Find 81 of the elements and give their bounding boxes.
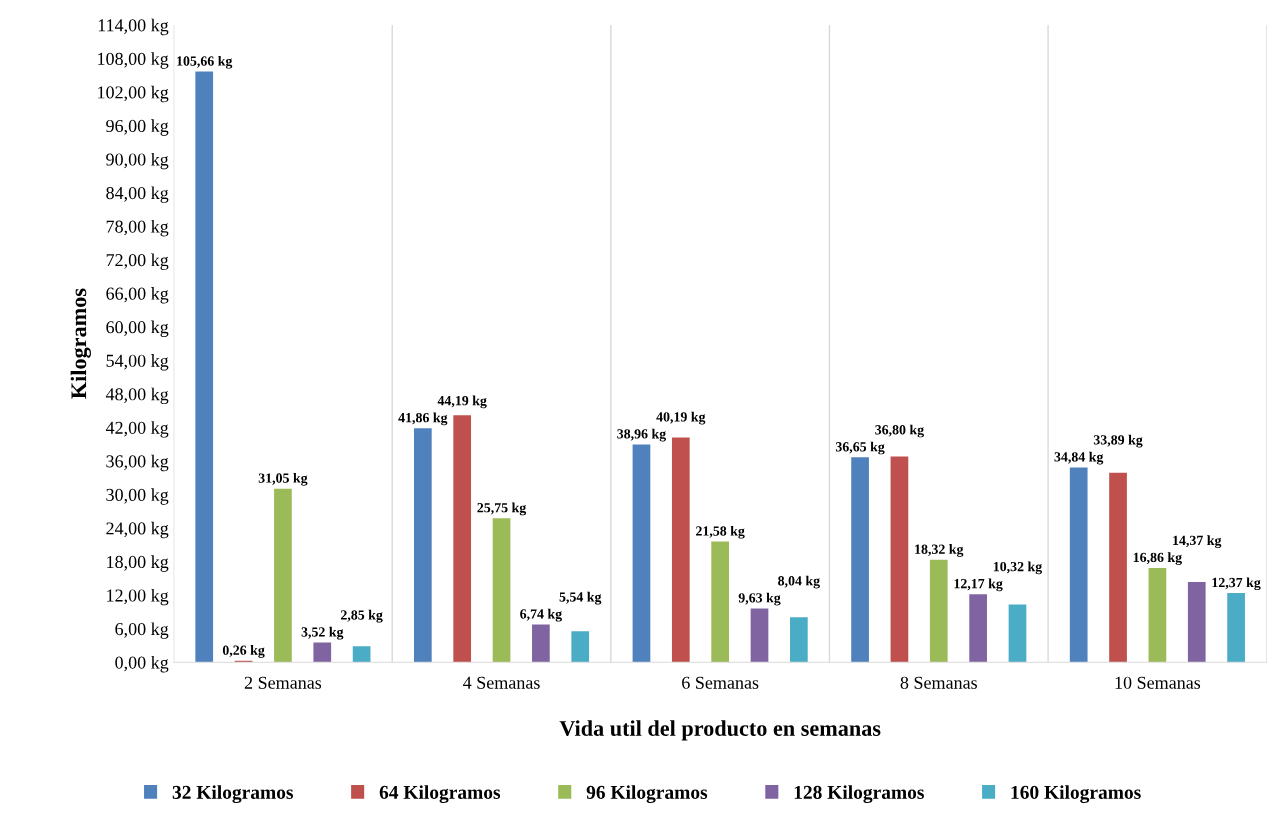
x-tick-label: 6 Semanas	[682, 676, 759, 689]
y-tick-label: 90,00 kg	[106, 152, 169, 170]
y-tick-label: 42,00 kg	[105, 421, 169, 438]
y-tick-label: 108,00 kg	[98, 52, 169, 69]
bar	[969, 594, 987, 663]
y-tick-label: 0,00 kg	[115, 655, 169, 673]
bar	[195, 71, 214, 663]
data-label: 36,80 kg	[875, 424, 924, 438]
y-tick-label: 66,00 kg	[106, 287, 169, 304]
data-label: 12,17 kg	[954, 578, 1003, 592]
data-label: 8,04 kg	[778, 575, 820, 589]
data-label: 38,96 kg	[617, 428, 667, 442]
bar	[890, 456, 909, 663]
data-label: 41,86 kg	[398, 412, 448, 426]
data-label: 12,37 kg	[1212, 577, 1261, 591]
y-tick-label: 114,00 kg	[98, 18, 169, 36]
x-tick-label: 8 Semanas	[900, 676, 977, 689]
x-tick-label: 10 Semanas	[1115, 676, 1201, 689]
bar	[532, 624, 550, 663]
bar	[571, 631, 590, 663]
data-label: 9,63 kg	[738, 592, 781, 606]
data-label: 44,19 kg	[437, 395, 487, 409]
legend-label: 128 Kilogramos	[794, 785, 924, 803]
bar	[1148, 567, 1167, 663]
y-axis-title: Kilogramos	[70, 288, 91, 399]
y-tick-label: 6,00 kg	[115, 622, 169, 639]
y-tick-label: 36,00 kg	[106, 454, 169, 472]
y-tick-label: 24,00 kg	[106, 521, 169, 539]
data-label: 105,66 kg	[177, 55, 233, 69]
data-label: 5,54 kg	[559, 591, 602, 605]
data-label: 14,37 kg	[1173, 535, 1222, 548]
data-label: 6,74 kg	[520, 608, 562, 622]
data-label: 10,32 kg	[993, 561, 1043, 575]
legend-label: 64 Kilogramos	[379, 785, 501, 803]
data-label: 40,19 kg	[656, 411, 706, 425]
data-label: 21,58 kg	[696, 525, 745, 539]
bar	[453, 415, 472, 663]
bar	[790, 617, 808, 663]
legend-label: 96 Kilogramos	[586, 785, 708, 803]
data-label: 2,85 kg	[340, 609, 383, 623]
data-label: 34,84 kg	[1054, 451, 1104, 465]
data-label: 25,75 kg	[477, 502, 527, 516]
bar	[671, 437, 690, 663]
data-label: 36,65 kg	[835, 441, 885, 455]
y-tick-label: 48,00 kg	[105, 387, 169, 405]
y-tick-label: 54,00 kg	[106, 354, 169, 371]
y-tick-label: 102,00 kg	[98, 85, 169, 103]
y-tick-label: 84,00 kg	[106, 186, 169, 203]
legend-label: 160 Kilogramos	[1011, 785, 1141, 803]
bar	[352, 646, 371, 663]
data-label: 16,86 kg	[1133, 552, 1182, 565]
y-tick-label: 96,00 kg	[106, 119, 169, 136]
y-tick-label: 78,00 kg	[106, 219, 169, 237]
x-axis-title: Vida util del producto en semanas	[559, 720, 881, 741]
y-tick-label: 60,00 kg	[106, 320, 169, 337]
y-tick-label: 12,00 kg	[107, 588, 169, 606]
y-tick-label: 30,00 kg	[106, 488, 169, 505]
data-label: 0,26 kg	[222, 645, 265, 658]
bar	[274, 488, 292, 663]
data-label: 33,89 kg	[1093, 434, 1143, 448]
data-label: 18,32 kg	[915, 544, 964, 557]
bar	[632, 444, 651, 663]
bar	[413, 428, 432, 663]
bar	[1187, 581, 1206, 663]
bar	[851, 457, 869, 663]
bar	[1069, 467, 1088, 663]
bar	[492, 518, 511, 663]
x-tick-label: 2 Semanas	[244, 676, 322, 689]
data-label: 3,52 kg	[301, 626, 344, 640]
data-label: 31,05 kg	[258, 472, 308, 486]
x-tick-label: 4 Semanas	[463, 676, 540, 689]
y-tick-label: 72,00 kg	[106, 253, 169, 270]
bar	[750, 608, 769, 663]
legend-label: 32 Kilogramos	[172, 785, 294, 803]
bar	[711, 541, 730, 663]
bar	[1227, 593, 1245, 663]
bar	[1008, 604, 1027, 663]
y-tick-label: 18,00 kg	[107, 555, 169, 572]
bar	[1109, 472, 1127, 663]
bar	[313, 642, 332, 663]
bar	[929, 559, 948, 663]
